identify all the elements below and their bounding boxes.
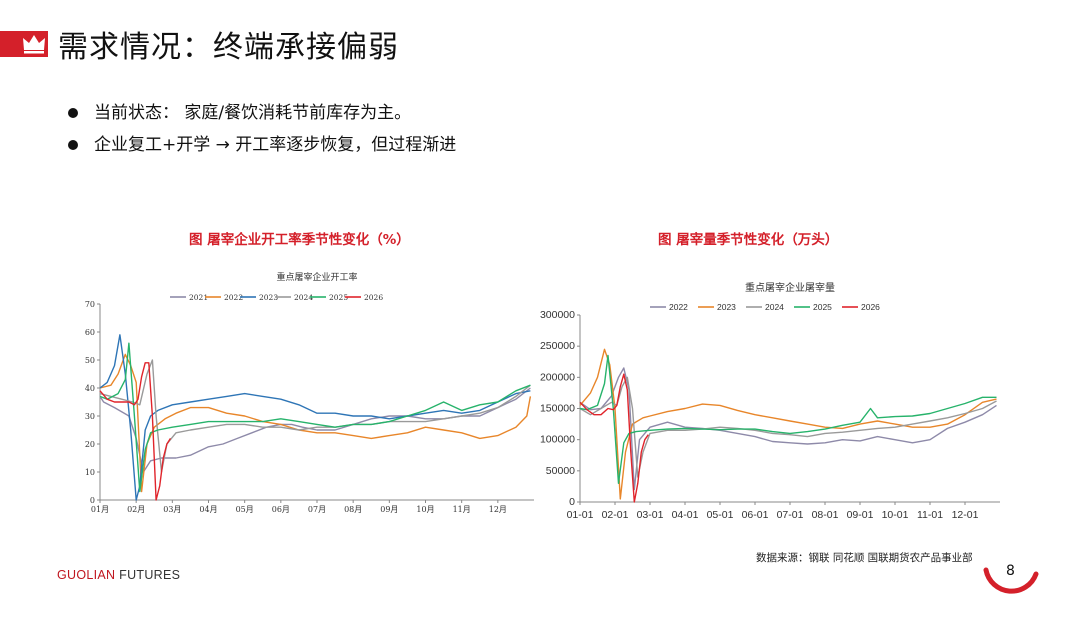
x-tick-label: 11月 xyxy=(453,505,471,514)
bullet-text: 当前状态： 家庭/餐饮消耗节前库存为主。 xyxy=(94,103,412,123)
chart-caption-operating-rate: 图 屠宰企业开工率季节性变化（%） xyxy=(189,232,410,248)
chart-title: 重点屠宰企业屠宰量 xyxy=(745,281,835,294)
x-tick-label: 10-01 xyxy=(882,509,909,521)
y-tick-label: 30 xyxy=(85,412,95,421)
chart-caption-slaughter-volume: 图 屠宰量季节性变化（万头） xyxy=(658,232,839,248)
x-tick-label: 06月 xyxy=(272,505,290,514)
x-tick-label: 03-01 xyxy=(637,509,664,521)
bullet-item: 企业复工+开学 → 开工率逐步恢复，但过程渐进 xyxy=(68,129,456,161)
y-tick-label: 100000 xyxy=(540,434,575,446)
y-tick-label: 200000 xyxy=(540,371,575,383)
x-tick-label: 06-01 xyxy=(742,509,769,521)
page-number: 8 xyxy=(1006,563,1015,579)
series-line-2026 xyxy=(99,362,172,501)
x-tick-label: 01-01 xyxy=(567,509,594,521)
x-tick-label: 09月 xyxy=(380,505,398,514)
legend-label: 2025 xyxy=(329,293,348,302)
company-logo: GUOLIAN FUTURES xyxy=(57,568,180,582)
x-tick-label: 04月 xyxy=(199,505,217,514)
x-tick-label: 02-01 xyxy=(602,509,629,521)
x-tick-label: 12月 xyxy=(489,505,507,514)
bullet-dot-icon xyxy=(68,108,78,118)
y-tick-label: 300000 xyxy=(540,309,575,321)
legend-label: 2025 xyxy=(813,302,832,312)
page-title: 需求情况：终端承接偏弱 xyxy=(58,30,399,65)
crown-icon xyxy=(23,35,45,54)
y-tick-label: 60 xyxy=(85,328,95,337)
y-tick-label: 40 xyxy=(85,384,95,393)
x-tick-label: 01月 xyxy=(91,505,109,514)
y-tick-label: 70 xyxy=(85,300,95,309)
slaughter-volume-chart: 重点屠宰企业屠宰量 2022 2023 2024 2025 2026 0 50000 10000… xyxy=(540,281,1000,521)
bullet-item: 当前状态： 家庭/餐饮消耗节前库存为主。 xyxy=(68,97,456,129)
y-tick-label: 0 xyxy=(90,496,95,505)
x-tick-label: 12-01 xyxy=(952,509,979,521)
page-corner-arc-icon xyxy=(983,567,1039,594)
x-tick-label: 02月 xyxy=(127,505,145,514)
y-tick-label: 10 xyxy=(85,468,95,477)
bullet-list: 当前状态： 家庭/餐饮消耗节前库存为主。 企业复工+开学 → 开工率逐步恢复，但… xyxy=(68,97,456,161)
legend-label: 2026 xyxy=(861,302,880,312)
x-tick-label: 04-01 xyxy=(672,509,699,521)
bullet-text: 企业复工+开学 → 开工率逐步恢复，但过程渐进 xyxy=(94,135,457,155)
x-tick-label: 07月 xyxy=(308,505,326,514)
bullet-dot-icon xyxy=(68,140,78,150)
y-tick-label: 150000 xyxy=(540,403,575,415)
x-tick-label: 08月 xyxy=(344,505,362,514)
series-line-2023 xyxy=(579,348,997,500)
x-tick-label: 05-01 xyxy=(707,509,734,521)
series-line-2025 xyxy=(579,354,997,485)
y-tick-label: 0 xyxy=(569,496,575,508)
logo-brand: GUOLIAN xyxy=(57,568,116,582)
legend-label: 2021 xyxy=(189,293,208,302)
operating-rate-chart: 重点屠宰企业开工率 2021 2022 2023 2024 2025 2026 0 10 20 30… xyxy=(85,271,534,514)
legend-label: 2022 xyxy=(669,302,688,312)
y-tick-label: 50 xyxy=(85,356,95,365)
x-tick-label: 11-01 xyxy=(917,509,943,521)
legend-label: 2022 xyxy=(224,293,243,302)
x-tick-label: 08-01 xyxy=(812,509,839,521)
series-line-2025 xyxy=(99,342,531,493)
series-line-2024 xyxy=(99,359,531,473)
legend-label: 2024 xyxy=(765,302,784,312)
logo-suffix: FUTURES xyxy=(115,568,181,582)
legend-label: 2023 xyxy=(717,302,736,312)
data-source-note: 数据来源：钢联 同花顺 国联期货农产品事业部 xyxy=(756,552,973,564)
series-line-2022 xyxy=(579,367,997,491)
series-line-2023 xyxy=(99,334,531,501)
y-tick-label: 50000 xyxy=(546,465,575,477)
x-tick-label: 05月 xyxy=(236,505,254,514)
x-tick-label: 09-01 xyxy=(847,509,874,521)
x-tick-label: 10月 xyxy=(416,505,434,514)
y-tick-label: 20 xyxy=(85,440,95,449)
legend-label: 2024 xyxy=(294,293,313,302)
legend-label: 2026 xyxy=(364,293,383,302)
x-tick-label: 03月 xyxy=(163,505,181,514)
legend-label: 2023 xyxy=(259,293,278,302)
chart-title: 重点屠宰企业开工率 xyxy=(276,271,357,283)
x-tick-label: 07-01 xyxy=(777,509,804,521)
series-line-2024 xyxy=(579,376,997,478)
y-tick-label: 250000 xyxy=(540,340,575,352)
series-line-2022 xyxy=(99,353,532,493)
series-line-2026 xyxy=(579,373,649,503)
